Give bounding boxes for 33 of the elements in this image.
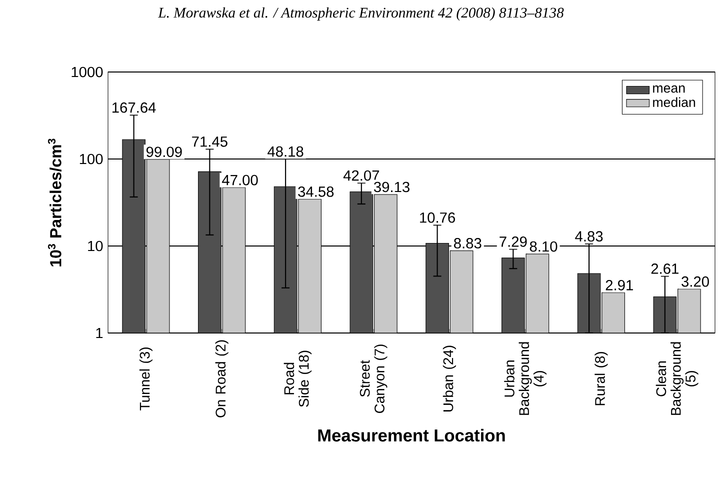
x-tick-label: Road Side (18) — [284, 350, 312, 407]
data-label: 3.20 — [682, 276, 709, 287]
y-tick-label: 10 — [88, 240, 103, 252]
data-label: 42.07 — [343, 170, 380, 181]
x-axis-title: Measurement Location — [318, 428, 505, 442]
data-label: 48.18 — [268, 146, 304, 157]
x-tick-label: Street Canyon (7) — [360, 344, 388, 414]
data-label: 47.00 — [222, 174, 258, 186]
y-tick-label: 1 — [96, 328, 103, 338]
data-label: 8.83 — [454, 238, 482, 248]
data-label: 10.76 — [420, 212, 455, 223]
data-label: 2.91 — [606, 280, 633, 290]
x-tick-label: Rural (8) — [594, 352, 608, 406]
x-tick-label: Clean Background (5) — [656, 342, 698, 415]
x-tick-label: Urban Background (4) — [504, 342, 547, 415]
data-label: 34.58 — [298, 186, 334, 197]
y-tick-label: 1000 — [72, 66, 103, 78]
x-tick-label: Tunnel (3) — [139, 348, 152, 410]
legend-label: median — [653, 97, 696, 108]
data-label: 7.29 — [500, 236, 527, 247]
data-label: 167.64 — [112, 102, 156, 113]
data-label: 4.83 — [575, 231, 603, 242]
x-tick-label: Urban (24) — [442, 346, 456, 412]
chart-title: L. Morawska et al. / Atmospheric Environment 42 (2008) 8113–8138 — [158, 7, 564, 21]
data-label: 8.10 — [530, 241, 558, 252]
data-label: 2.61 — [651, 264, 678, 274]
data-label: 39.13 — [374, 182, 410, 192]
data-label: 71.45 — [192, 136, 228, 147]
x-tick-label: On Road (2) — [215, 340, 228, 418]
legend-label: mean — [653, 85, 685, 93]
y-tick-label: 100 — [80, 154, 103, 164]
data-label: 99.09 — [146, 146, 182, 158]
y-axis-title: 10$^{3}$ Particles/cm$^{3}$ — [48, 138, 62, 266]
